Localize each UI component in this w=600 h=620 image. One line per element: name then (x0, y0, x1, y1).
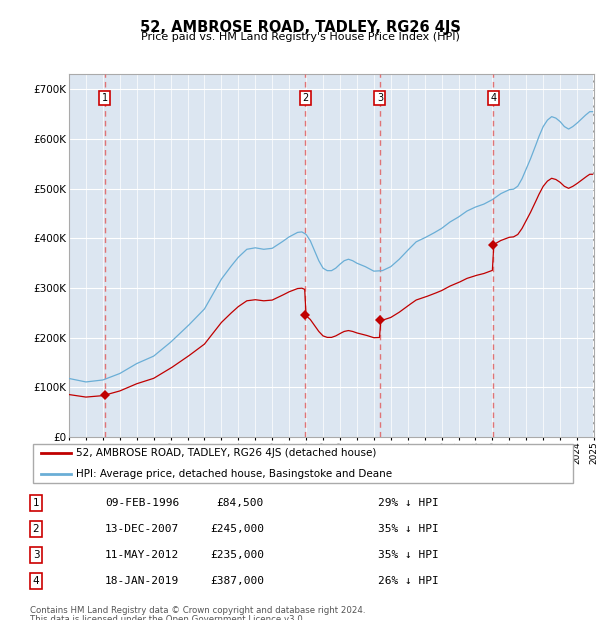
Text: 52, AMBROSE ROAD, TADLEY, RG26 4JS (detached house): 52, AMBROSE ROAD, TADLEY, RG26 4JS (deta… (76, 448, 377, 458)
Text: 1: 1 (32, 498, 40, 508)
Text: Price paid vs. HM Land Registry's House Price Index (HPI): Price paid vs. HM Land Registry's House … (140, 32, 460, 42)
Text: £84,500: £84,500 (217, 498, 264, 508)
Text: 29% ↓ HPI: 29% ↓ HPI (378, 498, 439, 508)
Text: Contains HM Land Registry data © Crown copyright and database right 2024.: Contains HM Land Registry data © Crown c… (30, 606, 365, 616)
Text: 35% ↓ HPI: 35% ↓ HPI (378, 524, 439, 534)
Text: £245,000: £245,000 (210, 524, 264, 534)
Text: £387,000: £387,000 (210, 576, 264, 586)
Text: 4: 4 (490, 93, 496, 103)
Text: 26% ↓ HPI: 26% ↓ HPI (378, 576, 439, 586)
Text: 4: 4 (32, 576, 40, 586)
Text: £235,000: £235,000 (210, 550, 264, 560)
Text: 09-FEB-1996: 09-FEB-1996 (105, 498, 179, 508)
Text: 52, AMBROSE ROAD, TADLEY, RG26 4JS: 52, AMBROSE ROAD, TADLEY, RG26 4JS (140, 20, 460, 35)
Text: 2: 2 (302, 93, 308, 103)
Text: 2: 2 (32, 524, 40, 534)
Text: This data is licensed under the Open Government Licence v3.0.: This data is licensed under the Open Gov… (30, 615, 305, 620)
Text: 11-MAY-2012: 11-MAY-2012 (105, 550, 179, 560)
FancyBboxPatch shape (33, 445, 573, 483)
Text: 35% ↓ HPI: 35% ↓ HPI (378, 550, 439, 560)
Bar (593, 74, 594, 437)
Text: 13-DEC-2007: 13-DEC-2007 (105, 524, 179, 534)
Text: 18-JAN-2019: 18-JAN-2019 (105, 576, 179, 586)
Text: 3: 3 (377, 93, 383, 103)
Text: HPI: Average price, detached house, Basingstoke and Deane: HPI: Average price, detached house, Basi… (76, 469, 392, 479)
Text: 1: 1 (101, 93, 108, 103)
Text: 3: 3 (32, 550, 40, 560)
